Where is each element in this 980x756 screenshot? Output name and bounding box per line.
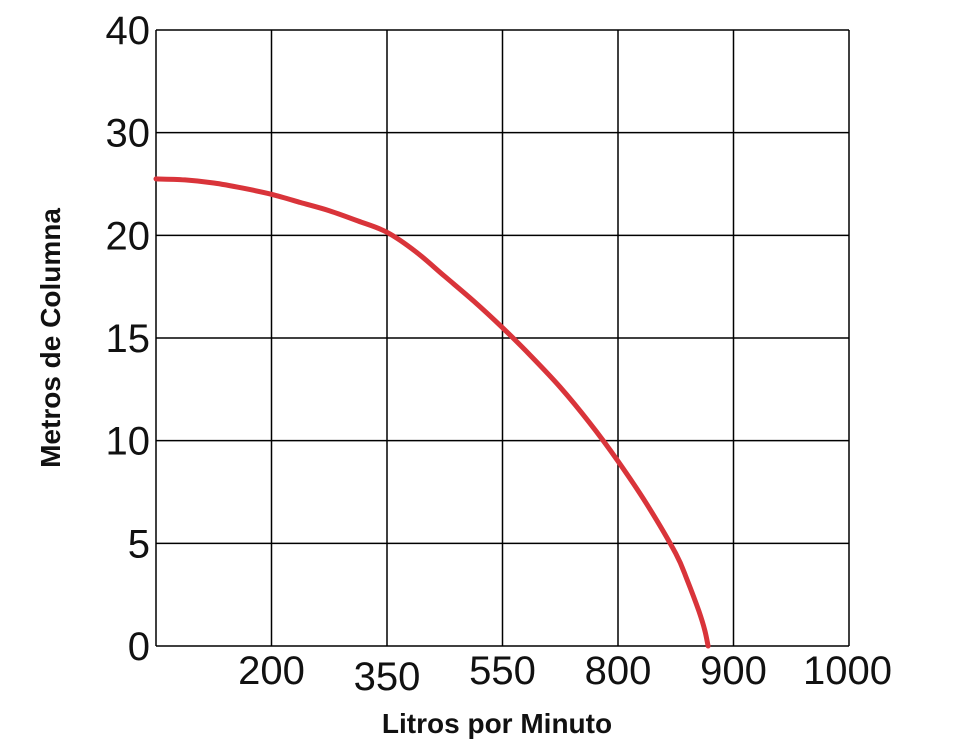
y-tick-label: 0 bbox=[128, 625, 150, 669]
y-axis-title: Metros de Columna bbox=[35, 208, 66, 468]
x-tick-label: 900 bbox=[700, 649, 767, 693]
y-tick-label: 10 bbox=[106, 420, 151, 464]
y-tick-label: 15 bbox=[106, 317, 151, 361]
pump-curve-line bbox=[153, 176, 711, 649]
grid bbox=[155, 29, 850, 647]
y-tick-label: 5 bbox=[128, 522, 150, 566]
x-tick-label: 350 bbox=[354, 655, 421, 699]
y-tick-label: 20 bbox=[106, 214, 151, 258]
x-tick-label: 800 bbox=[585, 649, 652, 693]
x-tick-label: 200 bbox=[238, 649, 305, 693]
y-axis-ticks: 0 5 10 15 20 30 40 bbox=[106, 9, 151, 669]
x-axis-title: Litros por Minuto bbox=[382, 708, 612, 739]
x-axis-ticks: 200 350 550 800 900 1000 bbox=[238, 649, 892, 699]
y-tick-label: 30 bbox=[106, 112, 151, 156]
y-tick-label: 40 bbox=[106, 9, 151, 53]
x-tick-label: 1000 bbox=[803, 649, 892, 693]
x-tick-label: 550 bbox=[469, 649, 536, 693]
